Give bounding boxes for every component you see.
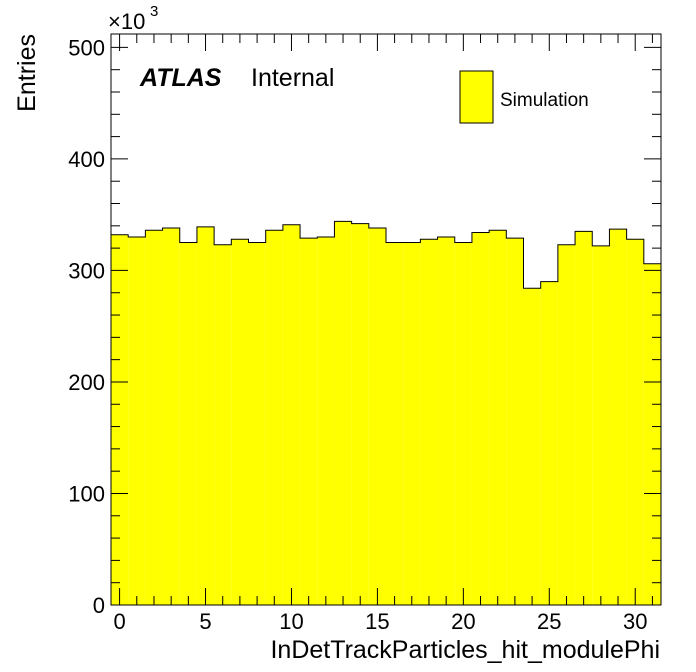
bar-bin-24	[523, 288, 541, 605]
atlas-label: ATLAS	[139, 64, 222, 92]
bar-bin-3	[162, 228, 180, 605]
x-tick-label-10: 10	[279, 609, 303, 634]
bar-bin-27	[575, 231, 593, 605]
bar-bin-11	[300, 238, 318, 605]
plot-frame	[110, 33, 662, 606]
bar-bin-8	[248, 242, 266, 605]
x-tick-label-0: 0	[113, 609, 125, 634]
legend-swatch	[459, 70, 494, 124]
bar-bin-1	[128, 236, 146, 605]
bar-bin-15	[368, 228, 386, 605]
bar-bin-18	[420, 239, 438, 605]
x-tick-label-5: 5	[199, 609, 211, 634]
internal-label: Internal	[251, 64, 334, 92]
y-tick-label-300: 300	[68, 258, 105, 283]
x-tick-label-15: 15	[365, 609, 389, 634]
x-tick-label-30: 30	[623, 609, 647, 634]
bar-bin-30	[626, 239, 644, 605]
y-tick-label-100: 100	[68, 481, 105, 506]
bar-bin-17	[403, 242, 421, 605]
bar-bin-20	[454, 242, 472, 605]
bar-bin-26	[557, 244, 576, 605]
bar-bin-14	[351, 223, 369, 605]
bar-bin-28	[592, 245, 610, 605]
bar-bin-23	[506, 238, 524, 605]
y-tick-label-400: 400	[68, 147, 105, 172]
bar-bin-2	[145, 230, 163, 605]
bar-bin-12	[317, 236, 335, 605]
bar-bin-5	[196, 226, 215, 605]
y-multiplier-exponent: 3	[150, 3, 158, 20]
bar-bin-10	[282, 224, 301, 605]
x-tick-label-25: 25	[537, 609, 561, 634]
legend: Simulation	[459, 70, 589, 124]
bar-bin-9	[265, 230, 283, 605]
bar-bin-25	[540, 281, 558, 605]
y-multiplier: ×10	[108, 9, 145, 34]
plot-frame-border	[110, 33, 662, 606]
bar-bin-19	[437, 236, 455, 605]
x-tick-label-20: 20	[451, 609, 475, 634]
legend-entry-label: Simulation	[500, 90, 589, 111]
y-axis-title: Entries	[13, 34, 41, 112]
bar-bin-13	[334, 221, 352, 605]
bar-bin-21	[471, 232, 490, 605]
y-tick-label-0: 0	[93, 593, 105, 618]
bar-bin-31	[643, 263, 661, 605]
bar-bin-29	[609, 229, 627, 605]
y-tick-label-500: 500	[68, 35, 105, 60]
histogram-outline	[110, 220, 662, 605]
y-tick-label-200: 200	[68, 370, 105, 395]
axis-ticks	[111, 34, 661, 606]
histogram-bars	[110, 220, 662, 605]
bar-bin-0	[111, 234, 129, 605]
bar-bin-22	[489, 230, 507, 605]
bar-bin-7	[231, 239, 249, 605]
x-axis-title: InDetTrackParticles_hit_modulePhi	[270, 636, 660, 664]
bar-bin-6	[214, 244, 232, 605]
bar-bin-16	[386, 242, 404, 605]
bar-bin-4	[179, 242, 197, 605]
